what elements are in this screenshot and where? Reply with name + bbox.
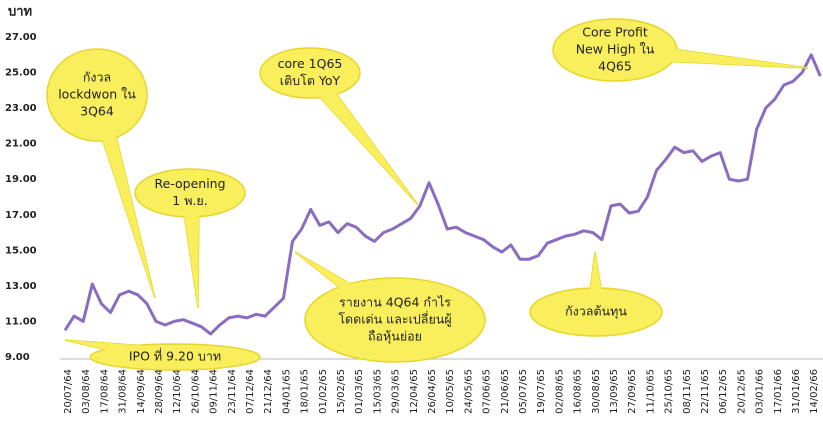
x-tick-label: 14/09/64: [136, 369, 147, 414]
x-tick-label: 07/06/65: [482, 369, 493, 414]
callout-tail-fill: [88, 92, 155, 298]
x-tick-label: 09/11/64: [209, 369, 220, 414]
x-tick-label: 16/08/65: [573, 369, 584, 414]
annotation: 3Q64: [80, 104, 114, 119]
annotation: โดดเด่น และเปลี่ยนผู้: [338, 311, 451, 328]
y-tick-label: 21.00: [5, 139, 37, 150]
x-tick-label: 14/02/66: [809, 369, 820, 414]
annotation: Core Profit: [582, 25, 648, 40]
x-tick-label: 29/03/65: [391, 369, 402, 414]
x-tick-label: 19/07/65: [536, 369, 547, 414]
annotation: 4Q65: [598, 59, 632, 74]
x-tick-label: 15/03/65: [372, 369, 383, 414]
x-tick-label: 24/05/65: [463, 369, 474, 414]
callout-tail-fill: [614, 41, 808, 68]
annotation: Re-opening: [154, 176, 225, 191]
x-tick-label: 20/12/65: [736, 369, 747, 414]
x-tick-label: 22/11/65: [700, 369, 711, 414]
x-tick-label: 25/10/65: [664, 369, 675, 414]
x-tick-label: 03/01/66: [755, 369, 766, 414]
callout-tail-fill: [303, 67, 418, 205]
x-tick-label: 01/02/65: [318, 369, 329, 414]
annotation: lockdwon ใน: [58, 87, 136, 102]
x-tick-label: 26/04/65: [427, 369, 438, 414]
annotation: รายงาน 4Q64 กำไร: [339, 295, 451, 310]
x-tick-label: 06/12/65: [718, 369, 729, 414]
x-tick-label: 02/08/65: [554, 369, 565, 414]
annotation: core 1Q65: [278, 56, 343, 71]
y-tick-label: 19.00: [5, 174, 37, 185]
callout-tail-fill: [295, 252, 401, 328]
callout-tail-fill: [181, 192, 199, 308]
y-tick-label: 9.00: [5, 352, 30, 363]
y-tick-label: 27.00: [5, 32, 37, 43]
x-tick-label: 31/08/64: [118, 369, 129, 414]
x-tick-label: 21/12/64: [263, 369, 274, 414]
x-tick-label: 01/03/65: [354, 369, 365, 414]
x-tick-label: 11/10/65: [645, 369, 656, 414]
price-line: [63, 53, 822, 336]
y-tick-label: 13.00: [5, 281, 37, 292]
annotation: 1 พ.ย.: [172, 193, 207, 208]
x-tick-label: 13/09/65: [609, 369, 620, 414]
x-tick-label: 12/10/64: [172, 369, 183, 414]
x-tick-label: 18/01/65: [300, 369, 311, 414]
x-tick-label: 20/07/64: [63, 369, 74, 414]
x-tick-label: 23/11/64: [227, 369, 238, 414]
y-tick-label: 11.00: [5, 316, 37, 327]
x-tick-label: 07/12/64: [245, 369, 256, 414]
x-tick-label: 26/10/64: [190, 369, 201, 414]
annotation: IPO ที่ 9.20 บาท: [129, 348, 221, 364]
x-tick-label: 12/04/65: [409, 369, 420, 414]
y-tick-label: 15.00: [5, 245, 37, 256]
annotation: กังวล: [83, 70, 111, 85]
x-tick-label: 31/01/66: [791, 369, 802, 414]
annotation: เติบโต YoY: [280, 73, 341, 88]
y-tick-label: 17.00: [5, 210, 37, 221]
x-tick-label: 27/09/65: [627, 369, 638, 414]
x-tick-label: 21/06/65: [500, 369, 511, 414]
y-tick-label: 23.00: [5, 103, 37, 114]
x-tick-label: 15/02/65: [336, 369, 347, 414]
callout-tail-fill: [587, 252, 605, 313]
x-tick-label: 30/08/65: [591, 369, 602, 414]
x-tick-label: 05/07/65: [518, 369, 529, 414]
y-axis-label: บาท: [8, 5, 32, 20]
x-tick-label: 17/08/64: [99, 369, 110, 414]
x-tick-label: 08/11/65: [682, 369, 693, 414]
callout-tail-fill: [65, 340, 177, 366]
x-tick-label: 03/08/64: [81, 369, 92, 414]
x-tick-label: 10/05/65: [445, 369, 456, 414]
annotation: กังวลต้นทุน: [565, 304, 627, 320]
annotation: ถือหุ้นย่อย: [368, 329, 422, 345]
x-tick-label: 04/01/65: [281, 369, 292, 414]
x-tick-label: 28/09/64: [154, 369, 165, 414]
y-tick-label: 25.00: [5, 68, 37, 79]
annotation: New High ใน: [576, 42, 655, 57]
x-tick-label: 17/01/66: [773, 369, 784, 414]
